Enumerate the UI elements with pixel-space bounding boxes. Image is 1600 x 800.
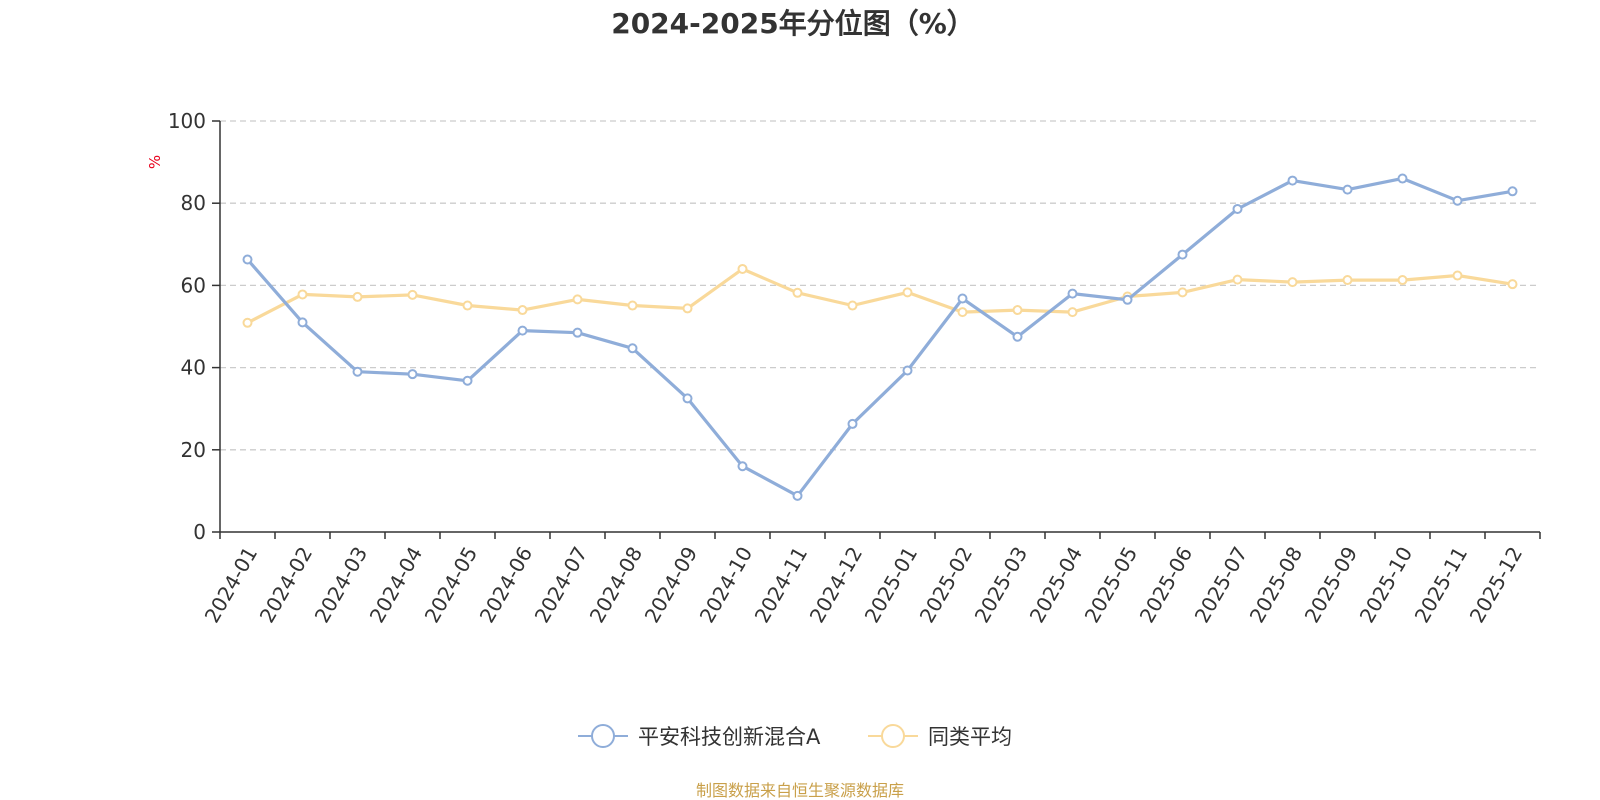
data-point[interactable] (517, 305, 528, 316)
data-point[interactable] (847, 418, 858, 429)
x-tick-label: 2025-06 (1135, 543, 1198, 627)
x-tick-label: 2024-10 (695, 543, 758, 627)
data-point[interactable] (297, 289, 308, 300)
x-tick-label: 2024-01 (200, 543, 263, 627)
x-tick-label: 2024-02 (255, 543, 318, 627)
data-point[interactable] (957, 307, 968, 318)
data-point[interactable] (1012, 331, 1023, 342)
x-tick-label: 2025-09 (1300, 543, 1363, 627)
x-tick-label: 2025-10 (1355, 543, 1418, 627)
data-point[interactable] (1232, 274, 1243, 285)
x-tick-label: 2024-11 (750, 543, 813, 627)
data-point[interactable] (407, 289, 418, 300)
x-tick-label: 2025-07 (1190, 543, 1253, 627)
y-tick-label: 0 (193, 520, 206, 544)
x-tick-label: 2025-03 (970, 543, 1033, 627)
x-tick-label: 2024-12 (805, 543, 868, 627)
data-point[interactable] (1177, 249, 1188, 260)
y-tick-label: 20 (181, 438, 206, 462)
data-point[interactable] (1452, 270, 1463, 281)
y-tick-label: 80 (181, 191, 206, 215)
y-axis-unit-label: % (146, 155, 164, 169)
chart-title: 2024-2025年分位图（%） (611, 7, 975, 40)
data-point[interactable] (792, 287, 803, 298)
data-point[interactable] (1287, 277, 1298, 288)
data-point[interactable] (902, 287, 913, 298)
x-tick-label: 2025-11 (1410, 543, 1473, 627)
data-point[interactable] (407, 369, 418, 380)
data-point[interactable] (1507, 279, 1518, 290)
data-point[interactable] (1012, 305, 1023, 316)
data-point[interactable] (297, 317, 308, 328)
series-line (246, 267, 1513, 325)
data-point[interactable] (737, 461, 748, 472)
grid-lines (220, 120, 1540, 451)
x-tick-label: 2024-04 (365, 543, 428, 627)
x-tick-label: 2024-09 (640, 543, 703, 627)
data-point[interactable] (572, 294, 583, 305)
data-point[interactable] (1122, 294, 1133, 305)
data-point[interactable] (1397, 275, 1408, 286)
series-line (246, 176, 1513, 498)
data-point[interactable] (627, 300, 638, 311)
data-point[interactable] (902, 365, 913, 376)
legend[interactable]: 平安科技创新混合A 同类平均 (578, 724, 1012, 749)
legend-circle-icon (591, 724, 615, 748)
x-tick-label: 2025-08 (1245, 543, 1308, 627)
legend-item-1[interactable]: 同类平均 (868, 724, 1012, 749)
y-tick-label: 40 (181, 356, 206, 380)
y-tick-label: 60 (181, 273, 206, 297)
data-point[interactable] (1397, 173, 1408, 184)
x-tick-label: 2024-03 (310, 543, 373, 627)
data-point[interactable] (462, 300, 473, 311)
y-tick-label: 100 (168, 109, 206, 133)
x-tick-label: 2024-08 (585, 543, 648, 627)
data-point[interactable] (517, 325, 528, 336)
data-point[interactable] (847, 300, 858, 311)
data-point[interactable] (1232, 203, 1243, 214)
data-point[interactable] (682, 303, 693, 314)
data-point[interactable] (627, 343, 638, 354)
data-point[interactable] (572, 327, 583, 338)
data-point[interactable] (1507, 186, 1518, 197)
legend-label: 同类平均 (928, 725, 1012, 749)
x-tick-label: 2025-04 (1025, 543, 1088, 627)
data-point[interactable] (462, 375, 473, 386)
data-point[interactable] (737, 263, 748, 274)
data-point[interactable] (242, 254, 253, 265)
x-tick-label: 2024-07 (530, 543, 593, 627)
legend-label: 平安科技创新混合A (638, 725, 821, 749)
data-point[interactable] (1342, 275, 1353, 286)
x-tick-label: 2025-02 (915, 543, 978, 627)
x-tick-label: 2025-05 (1080, 543, 1143, 627)
x-tick-label: 2025-01 (860, 543, 923, 627)
data-point[interactable] (1342, 184, 1353, 195)
data-point[interactable] (792, 490, 803, 501)
x-tick-label: 2025-12 (1465, 543, 1528, 627)
data-point[interactable] (682, 393, 693, 404)
data-point[interactable] (1067, 288, 1078, 299)
x-tick-label: 2024-06 (475, 543, 538, 627)
series-layer (242, 173, 1518, 501)
x-tick-label: 2024-05 (420, 543, 483, 627)
data-point[interactable] (352, 366, 363, 377)
data-point[interactable] (1452, 195, 1463, 206)
legend-item-0[interactable]: 平安科技创新混合A (578, 724, 821, 749)
data-point[interactable] (242, 317, 253, 328)
data-point[interactable] (352, 291, 363, 302)
legend-circle-icon (881, 724, 905, 748)
data-point[interactable] (1287, 175, 1298, 186)
series-0 (242, 173, 1518, 501)
data-point[interactable] (957, 293, 968, 304)
series-1 (242, 263, 1518, 328)
data-point[interactable] (1067, 307, 1078, 318)
data-source-note: 制图数据来自恒生聚源数据库 (696, 781, 904, 800)
data-point[interactable] (1177, 287, 1188, 298)
